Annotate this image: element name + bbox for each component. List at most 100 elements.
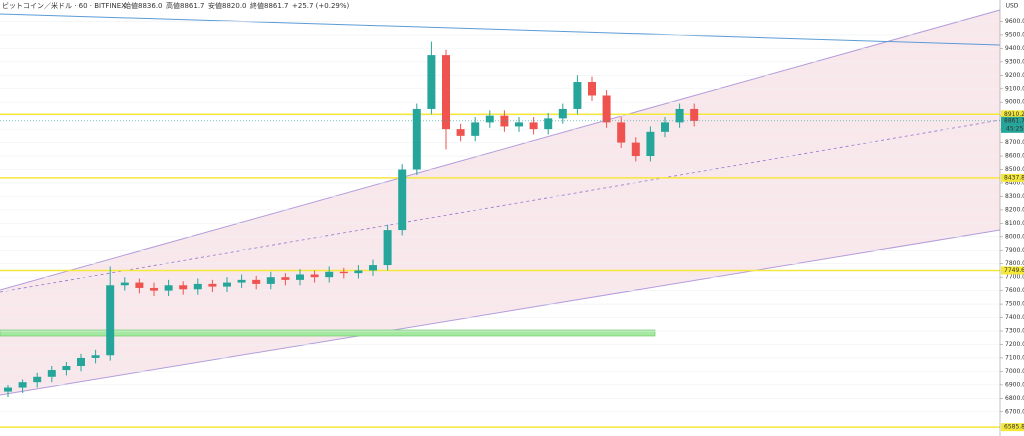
y-tick-label: 7300.0 [1005, 328, 1024, 335]
candle-body [456, 129, 465, 136]
candle-body [325, 271, 334, 278]
candle-body [223, 282, 231, 287]
y-tick-label: 9000.0 [1005, 99, 1024, 106]
axis: 9600.0 9500.0 9400.0 9300.0 9200.0 9100.0 9000… [1000, 18, 1024, 432]
legend-label: 始値 [124, 1, 138, 10]
candle-body [252, 279, 261, 284]
y-tick-label: 8100.0 [1005, 220, 1024, 227]
candle-body [529, 122, 538, 130]
channel-fill [0, 10, 1000, 395]
candle-body [296, 274, 304, 280]
symbol-title: ビットコイン／米ドル · 60 · BITFINEX [2, 1, 126, 10]
y-tick-label: 9400.0 [1005, 45, 1024, 52]
marks [0, 41, 1000, 428]
last-price-tag [1001, 116, 1024, 133]
candle-body [91, 355, 100, 358]
y-tick-label: 8600.0 [1005, 153, 1024, 160]
candle-body [310, 274, 319, 278]
candle-body [4, 387, 12, 392]
price-tag-label: 8910.2 [1004, 111, 1024, 118]
y-tick-label: 8400.0 [1005, 179, 1024, 186]
candle-body [193, 283, 202, 290]
channel-top [0, 9, 1001, 291]
y-tick-label: 7200.0 [1005, 341, 1024, 348]
candle-body [179, 285, 188, 290]
y-tick-label: 7100.0 [1005, 354, 1024, 361]
candle-body [281, 277, 290, 280]
legend-label: 安値 [208, 1, 222, 10]
candle-body [558, 108, 567, 119]
channel-mid [0, 119, 1001, 293]
y-tick-label: 7800.0 [1005, 260, 1024, 267]
candle-body [690, 108, 699, 121]
candle-body [164, 285, 173, 291]
y-tick-label: 9100.0 [1005, 85, 1024, 92]
candle-body [675, 108, 684, 123]
price-tag [1001, 266, 1024, 275]
candle-body [471, 122, 480, 136]
last-price-label: 8861.7 [1004, 117, 1024, 124]
candle-body [33, 376, 42, 383]
y-tick-label: 6800.0 [1005, 395, 1024, 402]
candle-body [398, 169, 407, 231]
trend-line [0, 13, 1001, 46]
countdown: 45:25 [1006, 125, 1023, 132]
candle-body [383, 230, 392, 266]
y-tick-label: 9500.0 [1005, 31, 1024, 38]
candle-body [544, 118, 553, 130]
legend-value: 8820.0 [222, 2, 247, 10]
y-tick-label: 8000.0 [1005, 233, 1024, 240]
grid [0, 21, 1000, 413]
header: ビットコイン／米ドル · 60 · BITFINEX 始値 8836.0 高値 886… [2, 1, 350, 10]
candle-body [631, 142, 640, 157]
candle-body [237, 279, 246, 283]
candle-body [135, 282, 144, 288]
candle-body [18, 382, 27, 388]
candle-body [515, 122, 523, 127]
y-tick-label: 7400.0 [1005, 314, 1024, 321]
zone [0, 329, 656, 337]
y-tick-label: 6700.0 [1005, 408, 1024, 415]
y-tick-label: 8200.0 [1005, 206, 1024, 213]
candle-body [412, 108, 421, 170]
candle-body [106, 285, 115, 356]
price-tag-label: 7749.6 [1004, 267, 1024, 274]
price-tag-label: 8437.8 [1004, 174, 1024, 181]
candle-body [602, 95, 611, 123]
legend-value: 8836.0 [138, 2, 163, 10]
candle-body [661, 122, 669, 132]
legend-label: 終値 [250, 1, 264, 10]
legend-value: 8861.7 [264, 2, 289, 10]
candle-body [354, 270, 363, 274]
legend-label: 高値 [166, 1, 180, 10]
candle-body [339, 271, 348, 274]
axis-bg [1000, 0, 1024, 436]
candle-body [588, 82, 596, 96]
candle-body [485, 115, 494, 123]
candle-body [47, 370, 56, 377]
y-tick-label: 7600.0 [1005, 287, 1024, 294]
currency: USD [1006, 3, 1019, 10]
candle-body [442, 55, 450, 130]
legend-value: 8861.7 [180, 2, 205, 10]
channel-bottom [0, 229, 1001, 396]
legend-change: +25.7 (+0.29%) [292, 2, 350, 10]
y-tick-label: 7000.0 [1005, 368, 1024, 375]
y-tick-label: 7500.0 [1005, 301, 1024, 308]
y-tick-label: 7700.0 [1005, 274, 1024, 281]
candle-body [208, 283, 217, 287]
candle-body [120, 282, 129, 286]
candle-body [150, 287, 158, 291]
candle-body [573, 82, 582, 109]
candle-body [62, 366, 71, 371]
candle-body [266, 277, 275, 284]
y-tick-label: 9300.0 [1005, 58, 1024, 65]
price-tag [1001, 423, 1024, 432]
y-tick-label: 6900.0 [1005, 381, 1024, 388]
y-tick-label: 8500.0 [1005, 166, 1024, 173]
price-tag [1001, 173, 1024, 182]
price-tag [1001, 110, 1024, 119]
y-tick-label: 9600.0 [1005, 18, 1024, 25]
